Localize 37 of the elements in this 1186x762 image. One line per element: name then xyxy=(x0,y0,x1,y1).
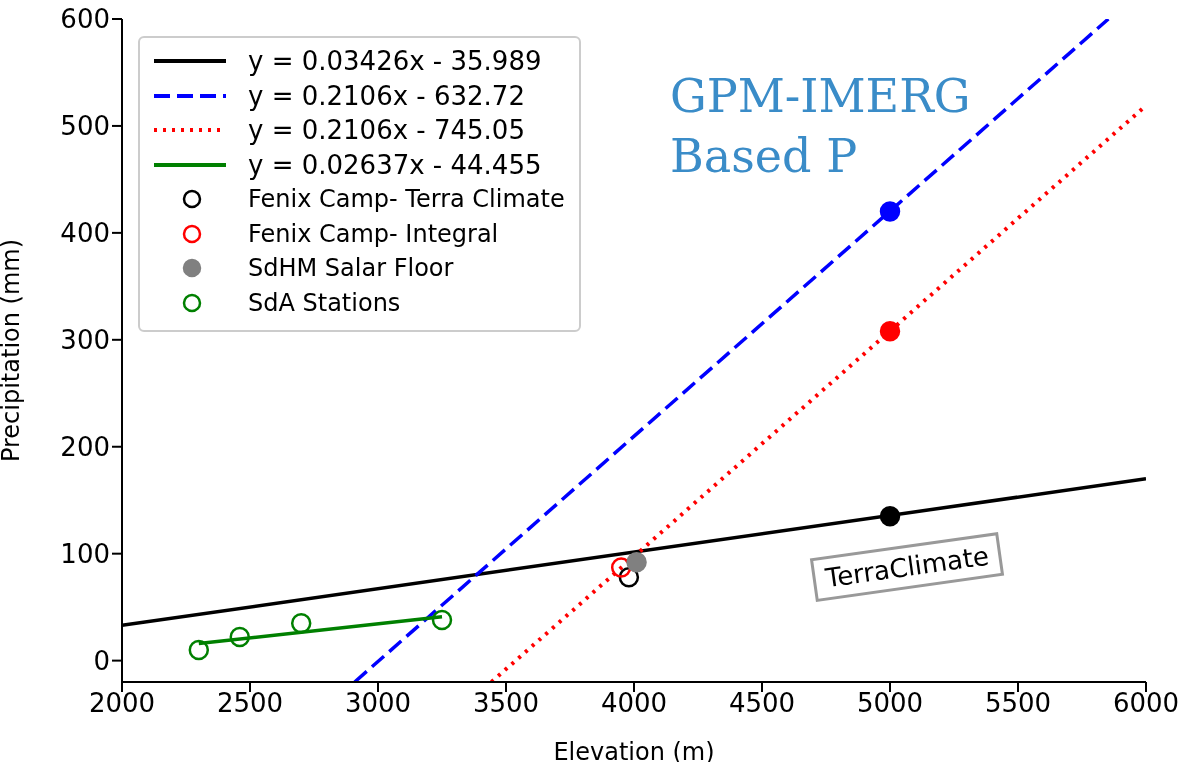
legend-label: y = 0.03426x - 35.989 xyxy=(248,45,542,78)
legend-label: SdA Stations xyxy=(248,287,401,319)
point xyxy=(879,506,901,527)
x-tick-label: 5500 xyxy=(984,688,1052,719)
y-tick-label: 500 xyxy=(60,111,110,142)
y-tick-label: 300 xyxy=(60,325,110,356)
annotation: TerraClimate xyxy=(809,531,1005,603)
x-tick-label: 6000 xyxy=(1112,688,1180,719)
point xyxy=(879,201,901,222)
x-tick-label: 4000 xyxy=(600,688,668,719)
legend-label: y = 0.02637x - 44.455 xyxy=(248,148,542,182)
x-tick-label: 3500 xyxy=(472,688,540,719)
legend-label: y = 0.2106x - 632.72 xyxy=(248,79,525,113)
point xyxy=(229,626,251,648)
point xyxy=(610,557,632,578)
x-tick-label: 2000 xyxy=(88,688,156,719)
legend-label: Fenix Camp- Terra Climate xyxy=(248,184,565,215)
point xyxy=(618,566,640,588)
y-tick-label: 100 xyxy=(60,538,110,569)
point xyxy=(188,639,210,661)
legend-label: y = 0.2106x - 745.05 xyxy=(248,114,525,147)
point xyxy=(431,609,453,631)
y-tick-label: 400 xyxy=(60,218,110,249)
x-tick-label: 5000 xyxy=(856,688,924,719)
point xyxy=(290,612,312,634)
annotation: GPM-IMERG Based P xyxy=(670,68,971,185)
point xyxy=(626,551,647,573)
y-tick-label: 0 xyxy=(93,645,110,676)
y-axis-title: Precipitation (mm) xyxy=(0,238,25,463)
x-tick-label: 3000 xyxy=(344,688,412,719)
legend-label: SdHM Salar Floor xyxy=(248,253,454,284)
y-tick-label: 200 xyxy=(60,431,110,462)
point xyxy=(879,321,901,342)
legend-label: Fenix Camp- Integral xyxy=(248,218,499,250)
x-tick-label: 4500 xyxy=(728,688,796,719)
x-tick-label: 2500 xyxy=(216,688,284,719)
y-tick-label: 600 xyxy=(60,4,110,35)
